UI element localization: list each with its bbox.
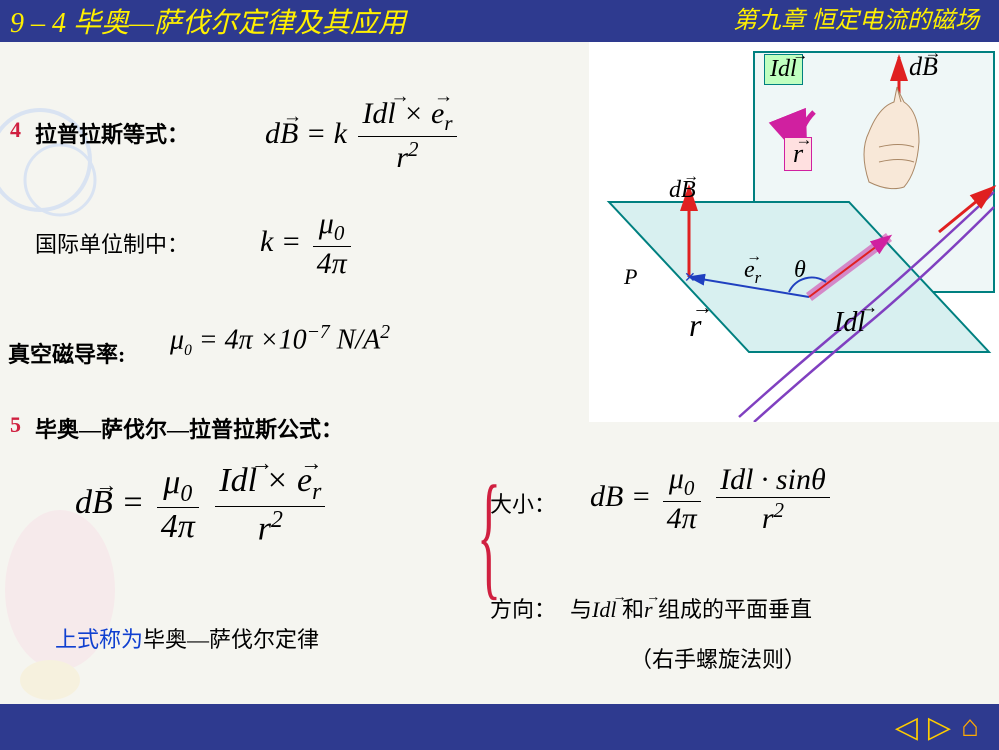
section4-title: 拉普拉斯等式： [35,117,189,149]
k-equation: k = μ0 4π [260,207,355,281]
brace-icon: { [477,454,501,615]
chapter-label: 第九章 恒定电流的磁场 [733,0,979,35]
slide-header: 9 – 4 毕奥—萨伐尔定律及其应用 第九章 恒定电流的磁场 [0,0,999,42]
biot-savart-scalar-equation: dB = μ0 4π Idl · sinθ r2 [590,462,834,536]
direction-label: 方向： [490,592,556,624]
right-hand-rule-label: （右手螺旋法则） [630,642,806,674]
law-name-label: 上式称为毕奥—萨伐尔定律 [55,622,319,654]
permeability-equation: μ0 = 4π ×10−7 N/A2 [170,322,390,360]
section4-number: 4 [10,117,21,143]
biot-savart-diagram: ✕ Idl dB r dB P er θ r Idl [589,42,999,422]
si-units-label: 国际单位制中： [35,227,189,259]
section-number: 9 – 4 毕奥—萨伐尔定律及其应用 [0,1,406,41]
slide-footer: ◁ ▷ ⌂ [0,704,999,750]
direction-text: 与Idl 和r 组成的平面垂直 [570,592,812,624]
section5-number: 5 [10,412,21,438]
biot-savart-vector-equation: dB = μ0 4π Idl × er r2 [75,462,329,548]
diag-Idl-top-label: Idl [764,54,803,85]
section5-title: 毕奥—萨伐尔—拉普拉斯公式： [35,412,343,444]
next-button[interactable]: ▷ [928,710,951,745]
diag-r-bottom-label: r [689,307,701,344]
slide-content: 4 拉普拉斯等式： dB = k Idl × er r2 国际单位制中： k =… [0,42,999,702]
diag-Idl-bottom-label: Idl [834,307,865,339]
laplace-equation: dB = k Idl × er r2 [265,97,461,175]
diag-theta-label: θ [794,257,806,284]
diag-dB-top-label: dB [909,52,938,82]
prev-button[interactable]: ◁ [895,710,918,745]
home-button[interactable]: ⌂ [961,710,979,744]
svg-text:✕: ✕ [684,271,696,286]
diag-er-label: er [744,257,761,288]
diag-dB-left-label: dB [669,177,696,204]
magnitude-label: 大小： [490,487,556,519]
permeability-label: 真空磁导率: [8,337,125,369]
diag-r-box-label: r [784,137,812,171]
diag-P-label: P [624,264,637,290]
